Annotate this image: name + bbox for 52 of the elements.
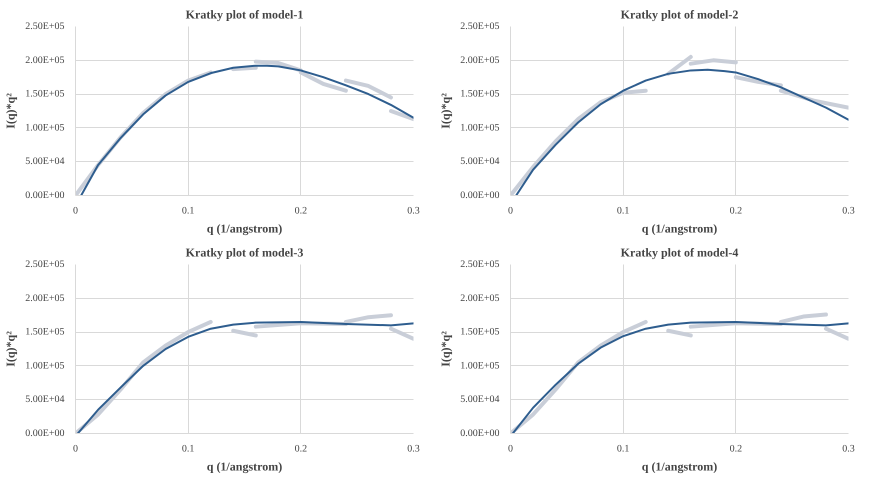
y-tick-label: 0.00E+00 [25, 190, 64, 201]
y-tick-label: 0.00E+00 [25, 428, 64, 439]
y-tick-label: 2.50E+05 [460, 21, 500, 32]
x-tick-label: 0.3 [842, 206, 855, 216]
x-tick-label: 0.1 [182, 444, 194, 454]
y-tick-label: 5.00E+04 [460, 394, 500, 406]
y-tick-label: 1.50E+05 [460, 326, 500, 338]
y-axis-title: I(q)*q² [3, 330, 18, 367]
y-tick-label: 2.50E+05 [25, 259, 64, 270]
y-tick-label: 1.50E+05 [25, 326, 64, 338]
y-tick-label: 2.00E+05 [460, 292, 500, 304]
x-tick-label: 0.1 [616, 444, 630, 454]
chart-title: Kratky plot of model-4 [620, 246, 738, 260]
x-tick-label: 0 [508, 444, 513, 454]
y-tick-label: 5.00E+04 [25, 394, 64, 406]
x-tick-label: 0.3 [407, 444, 420, 454]
x-tick-label: 0.2 [294, 206, 308, 216]
x-tick-label: 0.3 [407, 206, 420, 216]
y-tick-label: 2.00E+05 [460, 54, 500, 66]
y-tick-label: 1.00E+05 [25, 122, 64, 134]
chart-title: Kratky plot of model-1 [186, 8, 304, 22]
y-axis-title: I(q)*q² [438, 330, 452, 367]
y-tick-label: 1.50E+05 [25, 88, 64, 100]
y-tick-label: 1.50E+05 [460, 88, 500, 100]
x-tick-label: 0.2 [294, 444, 308, 454]
x-tick-label: 0 [73, 444, 78, 454]
x-tick-label: 0.1 [616, 206, 630, 216]
x-tick-label: 0.3 [842, 444, 855, 454]
x-tick-label: 0 [508, 206, 513, 216]
y-axis-title: I(q)*q² [3, 92, 18, 129]
y-tick-label: 2.00E+05 [25, 54, 64, 66]
y-tick-label: 2.50E+05 [25, 21, 64, 32]
x-axis-title: q (1/angstrom) [206, 460, 282, 474]
x-axis-title: q (1/angstrom) [206, 222, 282, 236]
y-tick-label: 0.00E+00 [460, 428, 500, 439]
y-tick-label: 5.00E+04 [460, 156, 500, 168]
y-tick-label: 2.00E+05 [25, 292, 64, 304]
x-tick-label: 0.1 [182, 206, 194, 216]
y-tick-label: 5.00E+04 [25, 156, 64, 168]
y-tick-label: 1.00E+05 [460, 122, 500, 134]
chart-title: Kratky plot of model-2 [620, 8, 738, 22]
y-tick-label: 0.00E+00 [460, 190, 500, 201]
x-axis-title: q (1/angstrom) [642, 460, 718, 474]
x-tick-label: 0.2 [730, 206, 742, 216]
x-axis-title: q (1/angstrom) [642, 222, 718, 236]
chart-title: Kratky plot of model-3 [186, 246, 304, 260]
y-tick-label: 2.50E+05 [460, 259, 500, 270]
x-tick-label: 0.2 [730, 444, 742, 454]
y-axis-title: I(q)*q² [438, 92, 452, 129]
y-tick-label: 1.00E+05 [25, 360, 64, 372]
x-tick-label: 0 [73, 206, 78, 216]
y-tick-label: 1.00E+05 [460, 360, 500, 372]
